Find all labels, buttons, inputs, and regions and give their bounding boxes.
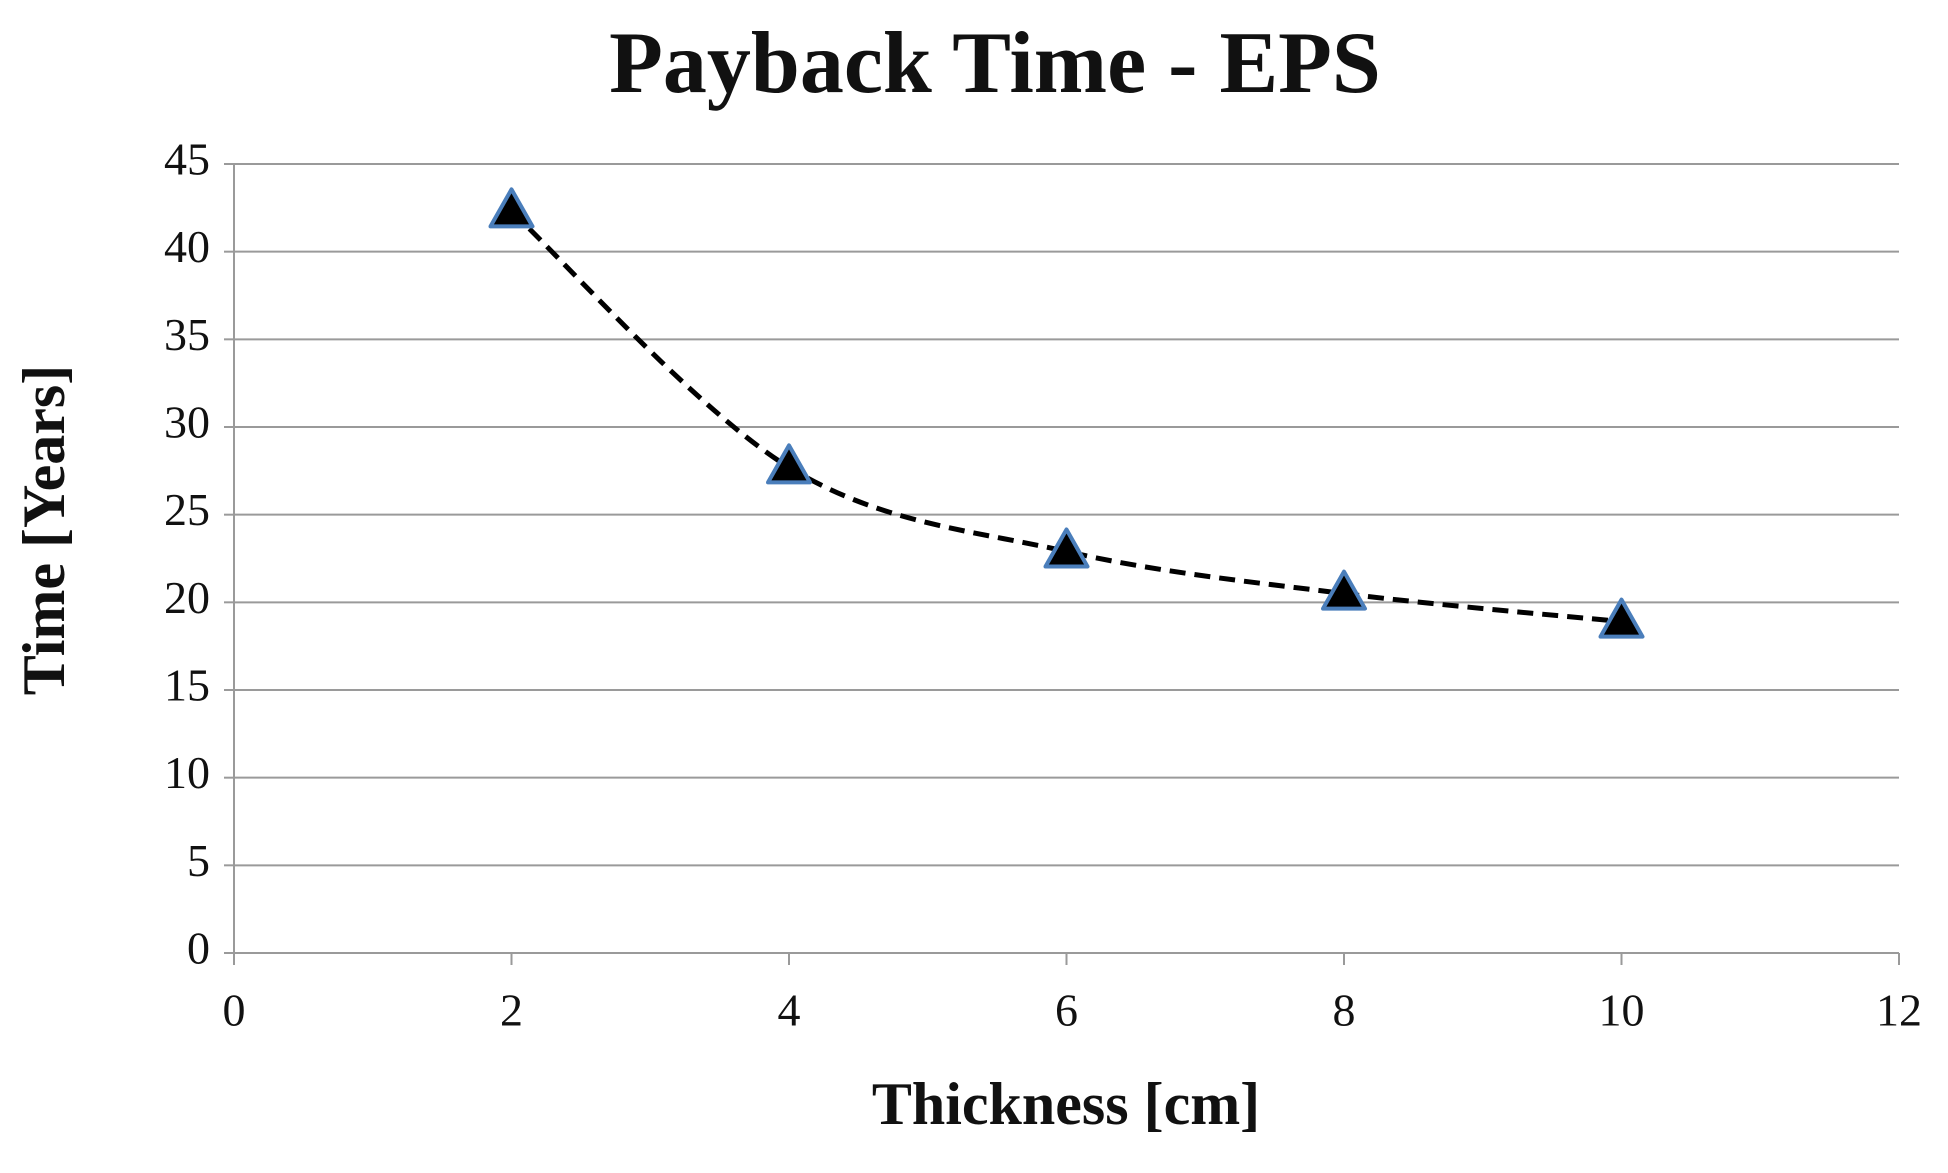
- y-tick-label: 15: [164, 660, 210, 711]
- y-tick-label: 25: [164, 484, 210, 535]
- marker: [766, 443, 812, 485]
- x-tick-label: 12: [1876, 985, 1922, 1036]
- trend-line: [509, 209, 1622, 625]
- marker: [1321, 569, 1367, 611]
- chart-title: Payback Time - EPS: [609, 15, 1381, 112]
- y-tick-label: 40: [164, 221, 210, 272]
- x-axis-title: Thickness [cm]: [872, 1071, 1260, 1137]
- y-axis-title: Time [Years]: [11, 365, 77, 695]
- y-tick-label: 45: [164, 134, 210, 185]
- x-tick-label: 10: [1599, 985, 1645, 1036]
- y-tick-label: 20: [164, 572, 210, 623]
- y-tick-label: 30: [164, 397, 210, 448]
- y-tick-label: 35: [164, 309, 210, 360]
- x-tick-label: 6: [1055, 985, 1078, 1036]
- x-tick-label: 8: [1333, 985, 1356, 1036]
- x-tick-label: 0: [223, 985, 246, 1036]
- marker: [1043, 527, 1090, 569]
- marker: [1598, 597, 1645, 639]
- x-tick-label: 2: [500, 985, 523, 1036]
- x-tick-label: 4: [778, 985, 801, 1036]
- y-tick-label: 10: [164, 747, 210, 798]
- marker: [488, 187, 535, 229]
- y-tick-label: 5: [187, 835, 210, 886]
- y-tick-label: 0: [187, 923, 210, 974]
